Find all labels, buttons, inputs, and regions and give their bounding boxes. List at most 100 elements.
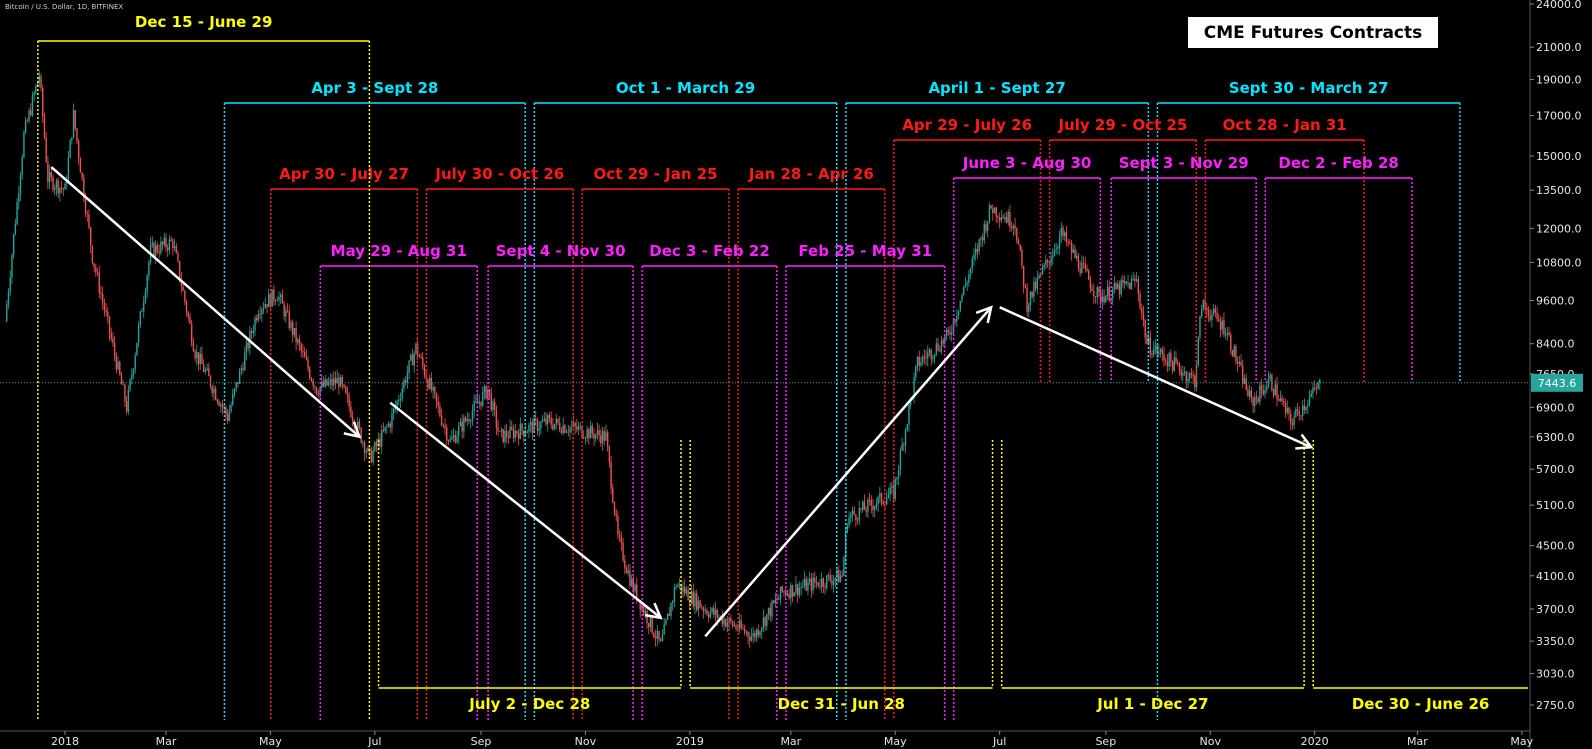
candle-body <box>458 426 460 437</box>
candle-body <box>1278 399 1280 401</box>
candle-body <box>995 207 997 217</box>
candle-body <box>887 495 890 499</box>
candle-body <box>1118 284 1121 295</box>
candle-body <box>1170 352 1172 362</box>
candle-body <box>40 75 42 89</box>
candle-body <box>293 328 296 336</box>
candle-body <box>228 411 231 421</box>
candle-body <box>1248 390 1251 397</box>
candle-body <box>447 440 450 442</box>
candle-body <box>559 422 561 431</box>
candle-body <box>855 514 857 521</box>
candle-body <box>572 423 575 427</box>
magenta-contract-label: Dec 3 - Feb 22 <box>649 242 770 260</box>
candle-body <box>899 450 902 470</box>
candle-body <box>891 485 893 488</box>
candle-body <box>625 567 628 574</box>
candle-body <box>151 242 154 245</box>
candle-body <box>1255 397 1258 399</box>
red-contract-label: Apr 29 - July 26 <box>902 116 1032 134</box>
candle-body <box>1209 316 1211 320</box>
candle-body <box>1036 278 1039 289</box>
candle-body <box>148 261 150 276</box>
candle-body <box>589 425 592 439</box>
candle-body <box>759 631 761 636</box>
candle-body <box>997 216 999 218</box>
red-contract-label: Oct 29 - Jan 25 <box>594 165 718 183</box>
candle-body <box>832 580 835 585</box>
candle-body <box>731 621 734 626</box>
candle-body <box>444 425 446 428</box>
candle-body <box>1293 417 1295 425</box>
candle-body <box>1070 242 1073 253</box>
candle-body <box>79 158 82 173</box>
candle-body <box>957 310 960 316</box>
candle-body <box>196 352 198 359</box>
candle-body <box>956 315 958 322</box>
candle-body <box>617 516 619 535</box>
candle-body <box>904 430 907 446</box>
candle-body <box>831 580 833 585</box>
candle-body <box>117 361 119 370</box>
candle-body <box>192 342 195 352</box>
candle-body <box>1274 384 1276 396</box>
candle-body <box>297 339 299 343</box>
candle-body <box>6 304 8 322</box>
candle-body <box>112 338 114 343</box>
candle-body <box>1319 379 1321 384</box>
candle-body <box>379 438 381 447</box>
candle-body <box>555 418 558 424</box>
red-contract-label: Apr 30 - July 27 <box>279 165 409 183</box>
red-contract-label: July 30 - Oct 26 <box>434 165 564 183</box>
candle-body <box>456 436 458 443</box>
candle-body <box>1142 313 1145 321</box>
candle-body <box>624 560 626 568</box>
candle-body <box>923 356 926 358</box>
candle-body <box>1272 389 1275 396</box>
magenta-contract-label: Dec 2 - Feb 28 <box>1278 154 1399 172</box>
candle-body <box>795 583 797 593</box>
candle-body <box>466 419 468 421</box>
candle-body <box>644 610 647 614</box>
candle-body <box>949 332 951 335</box>
candle-body <box>11 255 13 278</box>
candle-body <box>1300 415 1302 417</box>
candle-body <box>1161 349 1164 355</box>
candle-body <box>141 311 143 312</box>
candle-body <box>446 427 448 441</box>
candle-body <box>634 584 636 592</box>
candle-body <box>601 431 604 444</box>
candle-body <box>790 585 792 599</box>
candle-body <box>1062 227 1064 236</box>
candle-body <box>1245 377 1247 390</box>
candle-body <box>1211 314 1213 320</box>
candle-body <box>178 261 181 280</box>
magenta-contract-label: Sept 4 - Nov 30 <box>496 242 626 260</box>
candle-body <box>514 431 516 439</box>
x-tick-label: Mar <box>156 735 177 748</box>
candle-body <box>310 378 313 381</box>
candle-body <box>836 570 838 578</box>
candle-body <box>976 248 979 252</box>
candle-body <box>1060 227 1063 237</box>
candle-body <box>677 585 679 587</box>
x-tick-label: Jul <box>367 735 381 748</box>
candle-body <box>1014 225 1016 229</box>
candle-body <box>1082 263 1085 264</box>
candle-body <box>670 603 672 616</box>
candle-body <box>43 116 46 138</box>
candle-body <box>401 388 403 399</box>
candle-body <box>932 357 934 359</box>
y-tick-label: 2750.0 <box>1536 699 1575 712</box>
candle-body <box>1074 249 1076 258</box>
candle-body <box>1195 364 1198 388</box>
candle-body <box>973 254 975 259</box>
candle-body <box>526 431 528 433</box>
candle-body <box>1065 232 1068 243</box>
candle-body <box>735 625 737 629</box>
candle-body <box>874 506 876 511</box>
candle-body <box>1175 357 1177 363</box>
candle-body <box>410 354 412 361</box>
candle-body <box>398 400 400 402</box>
